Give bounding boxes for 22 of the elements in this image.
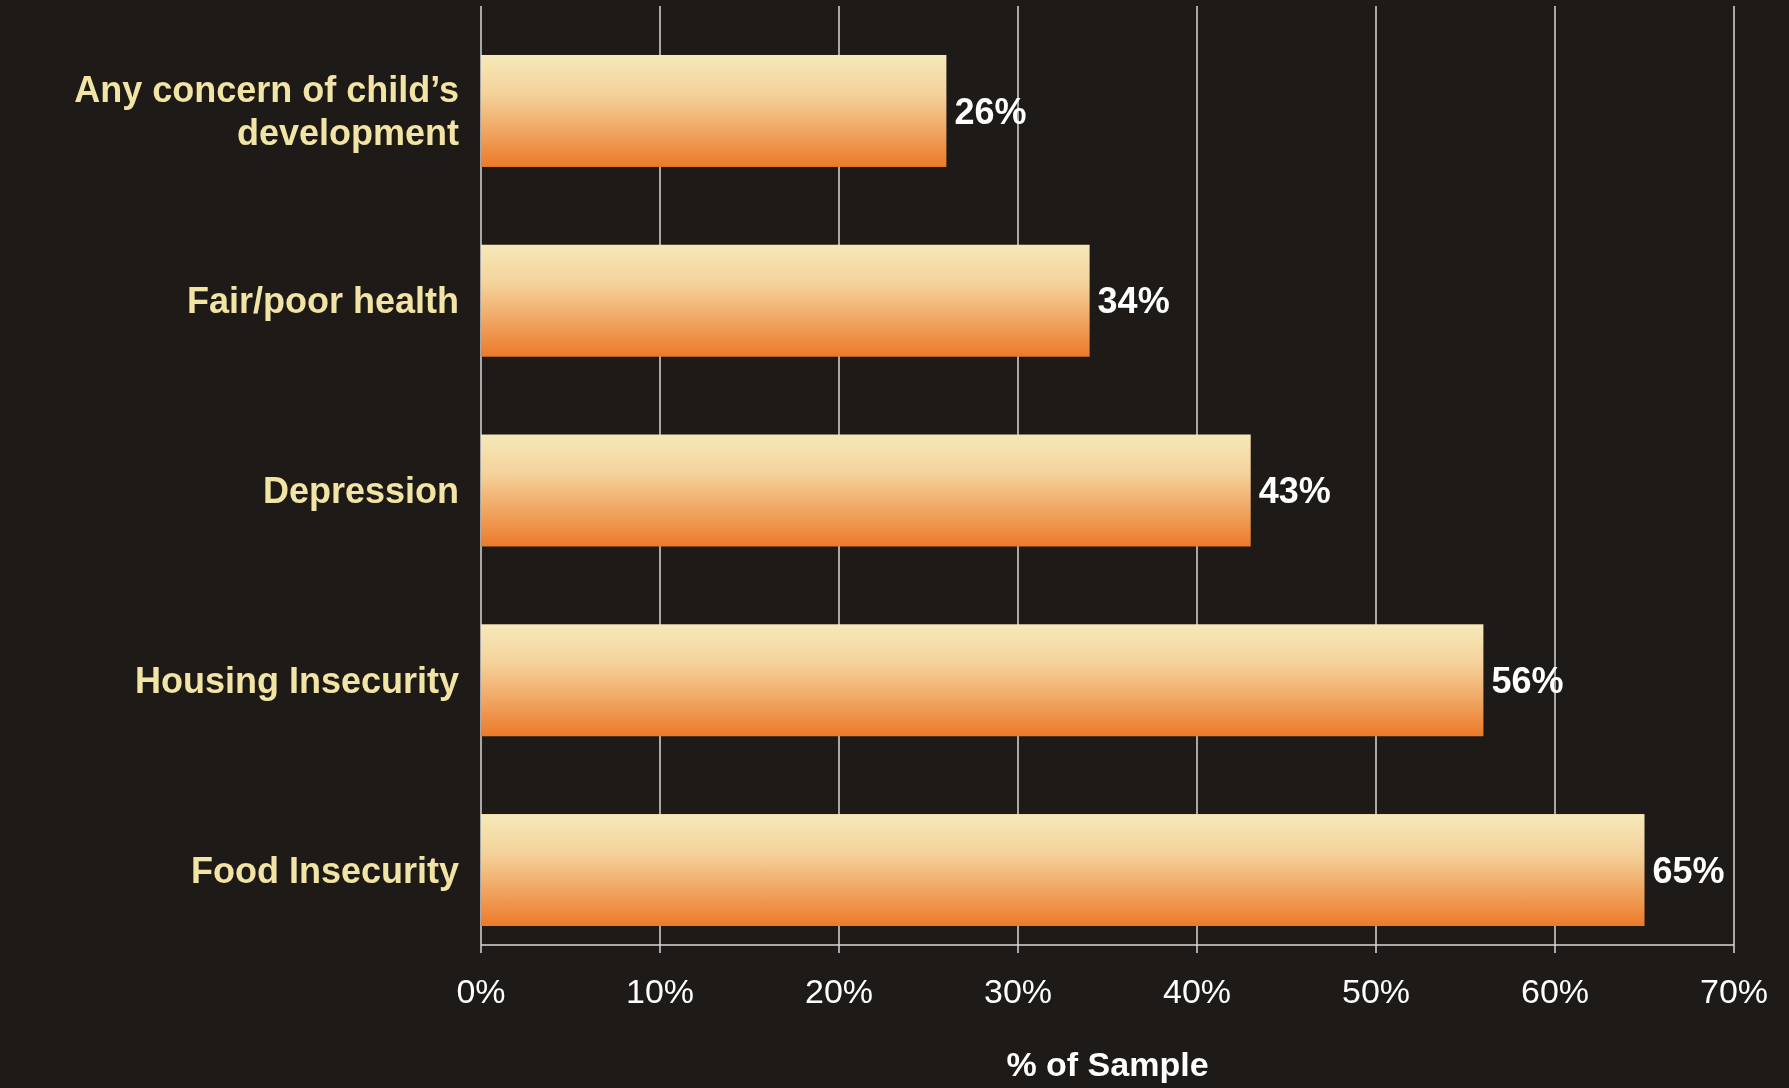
data-label: 65% bbox=[1652, 849, 1725, 891]
y-tick-label: Fair/poor health bbox=[186, 280, 459, 322]
x-tick-label: 20% bbox=[804, 972, 874, 1010]
x-tick-label: 10% bbox=[625, 972, 695, 1010]
data-label: 43% bbox=[1258, 470, 1331, 512]
y-tick-label: Food Insecurity bbox=[190, 849, 459, 891]
y-tick-label: Any concern of child’s development bbox=[74, 68, 460, 154]
bar bbox=[481, 244, 1090, 357]
bar bbox=[481, 814, 1645, 927]
x-tick-label: 30% bbox=[983, 972, 1053, 1010]
x-tick-label: 70% bbox=[1699, 972, 1769, 1010]
y-tick-label: Housing Insecurity bbox=[134, 659, 459, 701]
bar bbox=[481, 624, 1484, 737]
x-axis-title: % of Sample bbox=[1006, 1045, 1209, 1083]
x-tick-label: 60% bbox=[1520, 972, 1590, 1010]
x-tick-label: 0% bbox=[456, 972, 506, 1010]
data-label: 34% bbox=[1097, 280, 1170, 322]
bar bbox=[481, 54, 947, 167]
x-tick-label: 50% bbox=[1341, 972, 1411, 1010]
y-tick-label: Depression bbox=[262, 470, 459, 512]
x-tick-label: 40% bbox=[1162, 972, 1232, 1010]
bar bbox=[481, 434, 1251, 547]
